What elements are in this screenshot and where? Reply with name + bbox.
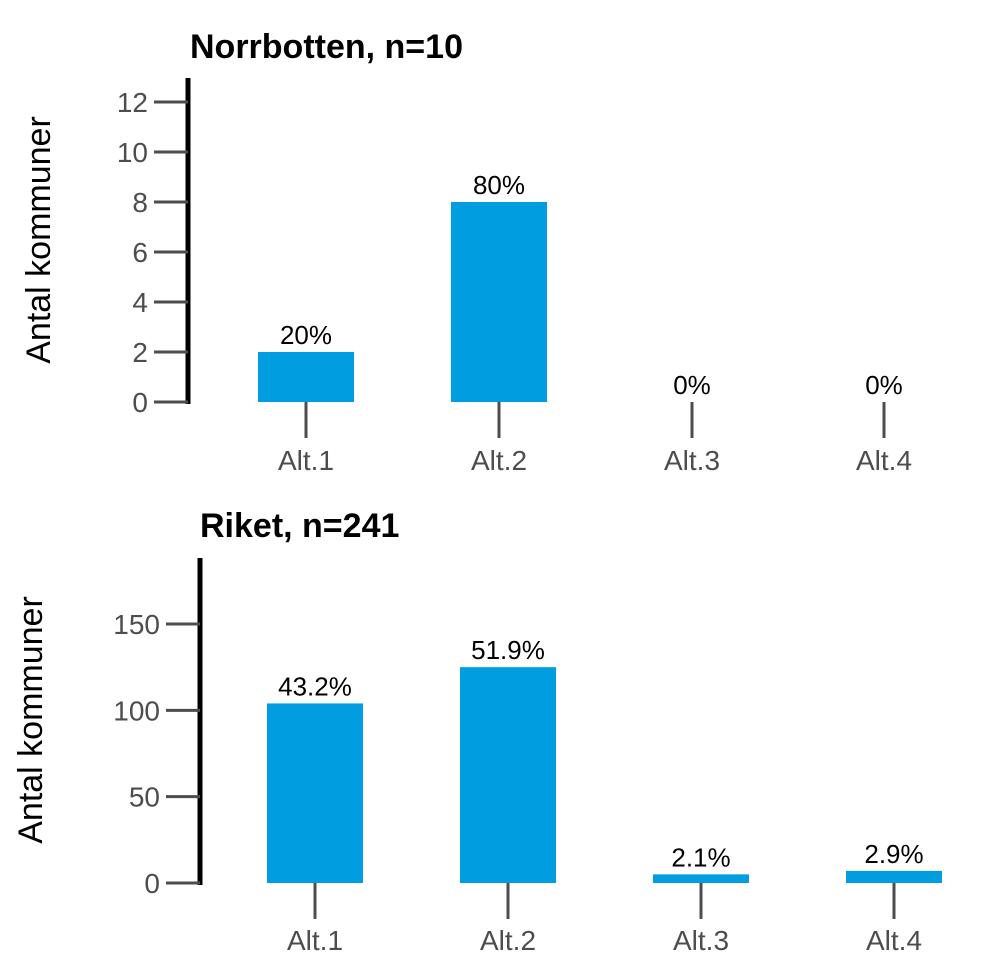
x-tick-label: Alt.3: [664, 445, 720, 476]
y-axis-label: Antal kommuner: [12, 596, 50, 844]
bar: [653, 874, 749, 883]
chart-panel-riket: Riket, n=241 Antal kommuner 0 50 100 150 43.…: [12, 507, 942, 956]
x-tick-label: Alt.2: [480, 925, 536, 956]
bar: [846, 870, 942, 883]
y-tick-label: 100: [113, 695, 160, 726]
data-label: 43.2%: [278, 671, 352, 701]
y-tick-label: 6: [132, 237, 148, 268]
data-label: 2.9%: [864, 839, 923, 869]
data-label: 80%: [473, 170, 525, 200]
data-label: 0%: [673, 370, 711, 400]
chart-title: Norrbotten, n=10: [190, 28, 463, 66]
y-tick-label: 50: [129, 782, 160, 813]
y-tick-label: 12: [117, 87, 148, 118]
x-tick-label: Alt.3: [673, 925, 729, 956]
y-tick-label: 150: [113, 609, 160, 640]
x-tick-label: Alt.1: [278, 445, 334, 476]
y-tick-label: 8: [132, 187, 148, 218]
y-tick-label: 0: [132, 387, 148, 418]
bar: [460, 667, 556, 883]
chart-title: Riket, n=241: [200, 507, 399, 545]
x-tick-label: Alt.4: [866, 925, 922, 956]
y-tick-label: 4: [132, 287, 148, 318]
bar: [258, 352, 354, 402]
data-label: 0%: [865, 370, 903, 400]
bar: [267, 703, 363, 883]
x-tick-label: Alt.1: [287, 925, 343, 956]
x-tick-label: Alt.2: [471, 445, 527, 476]
data-label: 2.1%: [671, 842, 730, 872]
y-tick-label: 2: [132, 337, 148, 368]
y-tick-label: 10: [117, 137, 148, 168]
bar: [451, 202, 547, 402]
data-label: 51.9%: [471, 635, 545, 665]
chart-panel-norrbotten: Norrbotten, n=10 Antal kommuner 0 2 4 6 8 10 1…: [20, 28, 912, 476]
panel-separator: [0, 463, 12, 491]
data-label: 20%: [280, 320, 332, 350]
y-tick-label: 0: [144, 868, 160, 899]
y-axis-label: Antal kommuner: [20, 116, 58, 364]
x-tick-label: Alt.4: [856, 445, 912, 476]
